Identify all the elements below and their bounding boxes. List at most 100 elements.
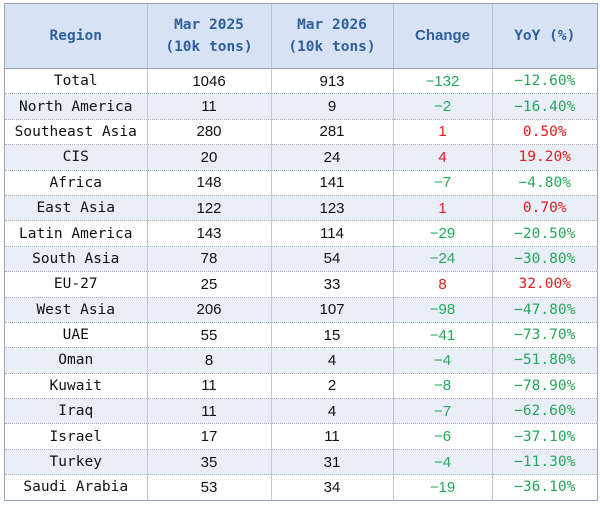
table-row: South Asia 78 54 −24 −30.80% <box>5 246 597 273</box>
cell-yoy: −73.70% <box>492 322 597 349</box>
cell-mar-2026: 4 <box>271 347 394 374</box>
cell-change: −7 <box>393 398 493 425</box>
cell-mar-2026: 9 <box>271 93 394 120</box>
cell-region: Iraq <box>5 398 148 425</box>
cell-change: −6 <box>393 423 493 450</box>
header-mar-2026-line1: Mar 2026 <box>297 17 367 33</box>
cell-mar-2026: 4 <box>271 398 394 425</box>
cell-yoy: −30.80% <box>492 246 597 273</box>
cell-mar-2025: 35 <box>147 449 272 476</box>
header-mar-2026: Mar 2026 (10k tons) <box>271 4 394 69</box>
cell-mar-2025: 11 <box>147 373 272 400</box>
cell-region: North America <box>5 93 148 120</box>
header-region: Region <box>5 4 148 69</box>
table-row: Africa 148 141 −7 −4.80% <box>5 170 597 196</box>
table-row: UAE 55 15 −41 −73.70% <box>5 322 597 349</box>
table-row: Southeast Asia 280 281 1 0.50% <box>5 119 597 146</box>
table-row: Turkey 35 31 −4 −11.30% <box>5 449 597 476</box>
cell-change: 1 <box>393 195 493 222</box>
cell-mar-2025: 122 <box>147 195 272 222</box>
cell-region: West Asia <box>5 297 148 323</box>
cell-mar-2026: 31 <box>271 449 394 476</box>
cell-mar-2026: 11 <box>271 423 394 450</box>
cell-region: East Asia <box>5 195 148 222</box>
table-row: Total 1046 913 −132 −12.60% <box>5 68 597 95</box>
cell-yoy: −16.40% <box>492 93 597 120</box>
table-row: Oman 8 4 −4 −51.80% <box>5 347 597 374</box>
cell-mar-2026: 141 <box>271 170 394 196</box>
cell-mar-2025: 11 <box>147 93 272 120</box>
cell-yoy: −37.10% <box>492 423 597 450</box>
cell-yoy: −12.60% <box>492 68 597 95</box>
cell-yoy: 19.20% <box>492 144 597 171</box>
cell-change: −29 <box>393 220 493 247</box>
table-body: Total 1046 913 −132 −12.60% North America 11 9−… <box>5 68 597 500</box>
cell-mar-2025: 20 <box>147 144 272 171</box>
cell-mar-2026: 34 <box>271 474 394 500</box>
cell-mar-2026: 107 <box>271 297 394 323</box>
cell-mar-2026: 281 <box>271 119 394 146</box>
header-mar-2025-line2: (10k tons) <box>165 39 253 55</box>
cell-region: Africa <box>5 170 148 196</box>
cell-region: Saudi Arabia <box>5 474 148 500</box>
cell-mar-2026: 24 <box>271 144 394 171</box>
cell-change: −19 <box>393 474 493 500</box>
cell-region: Oman <box>5 347 148 374</box>
cell-mar-2025: 53 <box>147 474 272 500</box>
header-mar-2025-line1: Mar 2025 <box>174 17 244 33</box>
cell-region: EU-27 <box>5 271 148 298</box>
table-row: Israel 17 11 −6 −37.10% <box>5 423 597 450</box>
cell-region: CIS <box>5 144 148 171</box>
cell-region: South Asia <box>5 246 148 273</box>
cell-yoy: 0.70% <box>492 195 597 222</box>
cell-yoy: −36.10% <box>492 474 597 500</box>
header-change: Change <box>393 4 493 69</box>
cell-mar-2026: 54 <box>271 246 394 273</box>
table-row: Latin America 143 114 −29 −20.50% <box>5 220 597 247</box>
cell-yoy: −20.50% <box>492 220 597 247</box>
cell-change: −7 <box>393 170 493 196</box>
cell-mar-2026: 15 <box>271 322 394 349</box>
cell-change: 8 <box>393 271 493 298</box>
table-row: CIS 20 24 4 19.20% <box>5 144 597 171</box>
cell-yoy: 0.50% <box>492 119 597 146</box>
header-row: Region Mar 2025 (10k tons) Mar 2026 (10k… <box>5 4 597 69</box>
cell-mar-2025: 55 <box>147 322 272 349</box>
cell-mar-2025: 148 <box>147 170 272 196</box>
cell-yoy: −47.80% <box>492 297 597 323</box>
cell-mar-2026: 123 <box>271 195 394 222</box>
cell-change: −8 <box>393 373 493 400</box>
cell-mar-2025: 1046 <box>147 68 272 95</box>
table-row: North America 11 9 −2 −16.40% <box>5 93 597 120</box>
cell-mar-2025: 17 <box>147 423 272 450</box>
cell-yoy: −78.90% <box>492 373 597 400</box>
region-data-table: Region Mar 2025 (10k tons) Mar 2026 (10k… <box>5 4 597 500</box>
cell-mar-2025: 8 <box>147 347 272 374</box>
header-mar-2026-line2: (10k tons) <box>288 39 376 55</box>
cell-mar-2025: 25 <box>147 271 272 298</box>
cell-mar-2025: 11 <box>147 398 272 425</box>
cell-change: 4 <box>393 144 493 171</box>
table-row: EU-27 25 33 8 32.00% <box>5 271 597 298</box>
cell-mar-2025: 206 <box>147 297 272 323</box>
cell-mar-2025: 280 <box>147 119 272 146</box>
cell-region: Total <box>5 68 148 95</box>
cell-region: Turkey <box>5 449 148 476</box>
table-header: Region Mar 2025 (10k tons) Mar 2026 (10k… <box>5 4 597 69</box>
table-row: Kuwait 11 2 −8 −78.90% <box>5 373 597 400</box>
cell-mar-2026: 33 <box>271 271 394 298</box>
cell-mar-2025: 143 <box>147 220 272 247</box>
cell-change: −98 <box>393 297 493 323</box>
cell-yoy: −4.80% <box>492 170 597 196</box>
table-row: Iraq 11 4 −7 −62.60% <box>5 398 597 425</box>
cell-change: −132 <box>393 68 493 95</box>
cell-region: Kuwait <box>5 373 148 400</box>
cell-mar-2025: 78 <box>147 246 272 273</box>
cell-mar-2026: 2 <box>271 373 394 400</box>
cell-change: 1 <box>393 119 493 146</box>
table-row: Saudi Arabia 53 34 −19 −36.10% <box>5 474 597 500</box>
cell-yoy: 32.00% <box>492 271 597 298</box>
cell-region: Israel <box>5 423 148 450</box>
header-yoy: YoY (%) <box>492 4 597 69</box>
table-row: West Asia 206 107 −98 −47.80% <box>5 297 597 323</box>
